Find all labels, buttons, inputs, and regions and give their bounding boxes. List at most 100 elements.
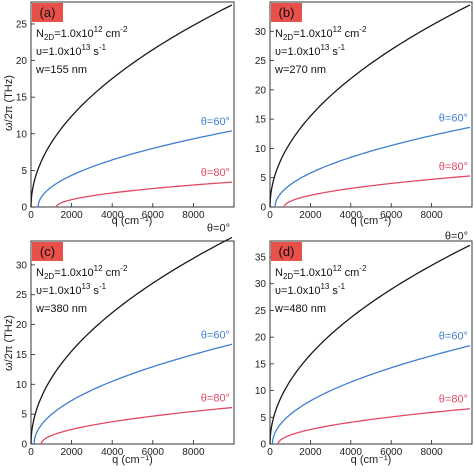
x-tick-label: 0 xyxy=(28,447,34,458)
y-tick-label: 0 xyxy=(260,440,266,451)
param-line: υ=1.0x1013 s-1 xyxy=(275,282,346,297)
series-label: θ=60° xyxy=(439,112,468,124)
x-tick-label: 8000 xyxy=(182,447,205,458)
panel-letter: (d) xyxy=(279,244,295,259)
panel-letter: (b) xyxy=(279,5,295,20)
series-line-theta-60 xyxy=(274,126,471,208)
series-line-theta-80 xyxy=(283,175,471,208)
y-tick-label: 30 xyxy=(255,27,267,38)
series-line-theta-60 xyxy=(271,345,471,445)
x-tick-label: 4000 xyxy=(101,447,124,458)
param-line: N2D=1.0x1012 cm-2 xyxy=(36,264,128,281)
x-tick-label: 4000 xyxy=(101,210,124,221)
y-tick-label: 25 xyxy=(16,19,28,30)
x-tick-label: 0 xyxy=(267,210,273,221)
plot-frame xyxy=(269,1,473,208)
y-tick-label: 15 xyxy=(16,93,28,104)
x-axis-label: q (cm⁻¹) xyxy=(351,215,392,227)
x-tick-label: 6000 xyxy=(142,447,165,458)
series-label: θ=60° xyxy=(439,331,468,343)
param-line: w=480 nm xyxy=(274,303,326,315)
series-line-theta-80 xyxy=(40,406,233,445)
x-tick-label: 2000 xyxy=(299,447,322,458)
y-tick-label: 0 xyxy=(21,440,27,451)
param-line: w=380 nm xyxy=(35,303,87,315)
y-tick-label: 0 xyxy=(21,203,27,214)
panel-d: 0 2000 4000 6000 8000 0 5 10 15 20 25 30 35 θ=0° θ=60°… xyxy=(255,230,473,466)
y-tick-label: 5 xyxy=(260,413,266,424)
x-tick-label: 6000 xyxy=(142,210,165,221)
x-tick-label: 8000 xyxy=(420,210,443,221)
y-tick-label: 10 xyxy=(16,129,28,140)
series-line-theta-0 xyxy=(269,4,471,208)
panel-badge xyxy=(271,3,302,22)
series-label: θ=80° xyxy=(201,393,230,405)
x-tick-label: 2000 xyxy=(60,447,83,458)
series-line-theta-80 xyxy=(55,181,233,208)
param-line: υ=1.0x1013 s-1 xyxy=(36,43,107,58)
x-tick-label: 4000 xyxy=(340,447,363,458)
y-tick-label: 15 xyxy=(255,359,267,370)
y-axis-label: ω/2π (THz) xyxy=(3,75,15,131)
panel-b: 0 2000 4000 6000 8000 0 5 10 15 20 25 30 θ=0° θ=60° θ=… xyxy=(255,0,473,221)
x-tick-label: 8000 xyxy=(420,447,443,458)
x-tick-label: 6000 xyxy=(380,210,403,221)
y-tick-label: 10 xyxy=(16,380,28,391)
plot-frame xyxy=(269,240,473,445)
x-tick-label: 2000 xyxy=(299,210,322,221)
y-tick-label: 35 xyxy=(255,253,267,264)
x-axis-label: q (cm⁻¹) xyxy=(112,454,153,466)
y-tick-label: 5 xyxy=(21,410,27,421)
series-label: θ=80° xyxy=(439,161,468,173)
param-line: N2D=1.0x1012 cm-2 xyxy=(275,25,367,42)
y-tick-label: 25 xyxy=(255,56,267,67)
y-axis-label: ω/2π (THz) xyxy=(3,315,15,371)
series-line-theta-0 xyxy=(30,4,233,208)
series-label: θ=80° xyxy=(439,394,468,406)
series-line-theta-80 xyxy=(277,408,471,445)
series-line-theta-0 xyxy=(269,244,471,445)
x-tick-label: 2000 xyxy=(60,210,83,221)
x-axis-label: q (cm⁻¹) xyxy=(351,454,392,466)
series-label: θ=0° xyxy=(445,0,468,2)
param-line: N2D=1.0x1012 cm-2 xyxy=(36,25,128,42)
panel-letter: (c) xyxy=(40,244,55,259)
y-tick-label: 25 xyxy=(255,306,267,317)
plot-frame xyxy=(30,240,235,445)
param-line: w=270 nm xyxy=(274,64,326,76)
y-tick-label: 20 xyxy=(16,56,28,67)
param-line: w=155 nm xyxy=(35,64,87,76)
param-line: υ=1.0x1013 s-1 xyxy=(36,282,107,297)
series-line-theta-60 xyxy=(37,130,233,208)
x-tick-label: 4000 xyxy=(340,210,363,221)
series-line-theta-60 xyxy=(33,343,233,445)
panel-badge xyxy=(271,242,302,261)
y-tick-label: 5 xyxy=(260,173,266,184)
y-tick-label: 30 xyxy=(16,260,28,271)
panel-letter: (a) xyxy=(40,5,56,20)
y-tick-label: 15 xyxy=(16,350,28,361)
panel-c: 0 2000 4000 6000 8000 0 5 10 15 20 25 30 θ=0° θ=60° θ=… xyxy=(3,222,235,466)
series-label: θ=60° xyxy=(201,329,230,341)
series-label: θ=0° xyxy=(207,222,230,234)
series-line-theta-0 xyxy=(30,236,233,445)
y-tick-label: 25 xyxy=(16,290,28,301)
y-tick-label: 20 xyxy=(255,333,267,344)
series-label: θ=60° xyxy=(201,116,230,128)
y-tick-label: 20 xyxy=(255,85,267,96)
x-tick-label: 8000 xyxy=(182,210,205,221)
plot-frame xyxy=(30,1,235,208)
y-tick-label: 10 xyxy=(255,144,267,155)
y-tick-label: 30 xyxy=(255,279,267,290)
panel-badge xyxy=(32,3,63,22)
series-label: θ=80° xyxy=(201,167,230,179)
param-line: N2D=1.0x1012 cm-2 xyxy=(275,264,367,281)
series-label: θ=0° xyxy=(207,0,230,2)
panel-badge xyxy=(32,242,63,261)
y-tick-label: 10 xyxy=(255,386,267,397)
x-tick-label: 0 xyxy=(28,210,34,221)
y-tick-label: 5 xyxy=(21,166,27,177)
y-tick-label: 0 xyxy=(260,203,266,214)
param-line: υ=1.0x1013 s-1 xyxy=(275,43,346,58)
